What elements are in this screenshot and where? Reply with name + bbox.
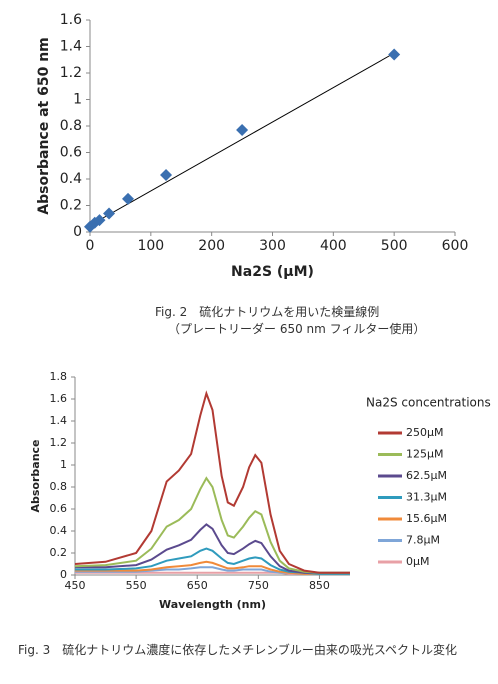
x-tick-label: 550 <box>126 579 147 592</box>
y-tick-label: 1.2 <box>60 65 82 81</box>
trendline <box>89 52 395 226</box>
marker <box>93 214 106 227</box>
x-tick-label: 600 <box>442 238 469 254</box>
caption: （プレートリーダー 650 nm フィルター使用） <box>168 322 426 336</box>
legend-label: 62.5μM <box>406 469 447 482</box>
x-tick-label: 400 <box>320 238 347 254</box>
y-tick-label: 0.4 <box>60 171 82 187</box>
y-tick-label: 0 <box>73 224 82 240</box>
x-tick-label: 500 <box>381 238 408 254</box>
y-tick-label: 1.4 <box>50 414 68 427</box>
y-axis-label: Absorbance <box>29 439 42 512</box>
marker <box>160 169 173 182</box>
x-tick-label: 750 <box>248 579 269 592</box>
y-tick-label: 0.2 <box>50 546 68 559</box>
legend-label: 7.8μM <box>406 534 440 547</box>
caption: Fig. 3 硫化ナトリウム濃度に依存したメチレンブルー由来の吸光スペクトル変化 <box>18 643 458 657</box>
series-line <box>75 560 350 575</box>
legend-label: 31.3μM <box>406 491 447 504</box>
y-tick-label: 1.4 <box>60 39 82 55</box>
y-tick-label: 1 <box>73 92 82 108</box>
x-tick-label: 100 <box>137 238 164 254</box>
y-tick-label: 1.8 <box>50 370 68 383</box>
y-tick-label: 0.6 <box>60 145 82 161</box>
x-tick-label: 300 <box>259 238 286 254</box>
y-tick-label: 0.4 <box>50 524 68 537</box>
series-line <box>74 476 350 574</box>
series-line <box>75 523 350 574</box>
y-tick-label: 0.8 <box>50 480 68 493</box>
legend-title: Na2S concentrations <box>366 396 491 410</box>
y-tick-label: 0.6 <box>50 502 68 515</box>
marker <box>236 123 249 136</box>
y-tick-label: 0.2 <box>60 198 82 214</box>
legend-label: 0μM <box>406 555 430 568</box>
y-tick-label: 1.6 <box>50 392 68 405</box>
series-line <box>75 547 350 575</box>
marker <box>122 192 135 205</box>
x-tick-label: 850 <box>309 579 330 592</box>
marker <box>103 207 116 220</box>
y-axis-label: Absorbance at 650 nm <box>36 37 52 214</box>
x-tick-label: 0 <box>86 238 95 254</box>
legend-label: 125μM <box>406 448 444 461</box>
caption: Fig. 2 硫化ナトリウムを用いた検量線例 <box>155 305 380 319</box>
marker <box>388 48 401 61</box>
y-tick-label: 1.6 <box>60 12 82 28</box>
x-axis-label: Wavelength (nm) <box>159 598 266 611</box>
x-axis-label: Na2S (μM) <box>231 264 314 280</box>
y-tick-label: 1.2 <box>50 436 68 449</box>
legend-label: 15.6μM <box>406 512 447 525</box>
y-tick-label: 1 <box>60 458 67 471</box>
y-tick-label: 0.8 <box>60 118 82 134</box>
legend-label: 250μM <box>406 426 444 439</box>
x-tick-label: 450 <box>65 579 86 592</box>
x-tick-label: 200 <box>198 238 225 254</box>
x-tick-label: 650 <box>187 579 208 592</box>
y-tick-label: 0 <box>60 568 67 581</box>
series-line <box>74 390 350 574</box>
